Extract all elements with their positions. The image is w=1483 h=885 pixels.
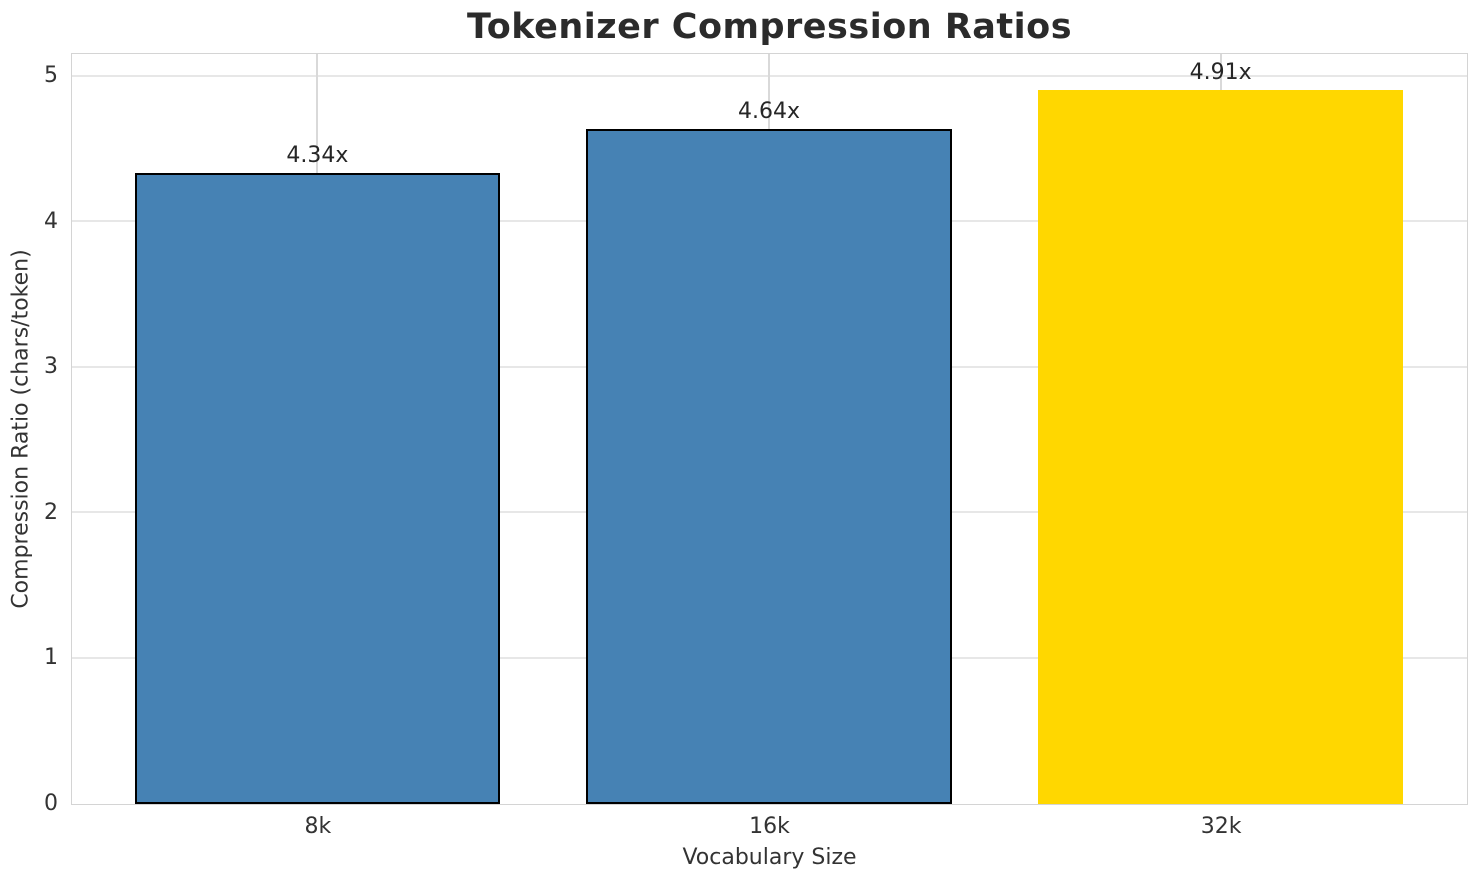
y-tick-label: 3 [44,354,58,380]
x-tick-label-16k: 16k [749,814,790,839]
y-tick-label: 1 [44,645,58,671]
y-tick-label: 5 [44,63,58,89]
bar-8k [134,172,500,804]
bar-value-label: 4.64x [737,99,800,125]
y-tick-label: 2 [44,499,58,525]
chart-title: Tokenizer Compression Ratios [466,7,1073,47]
plot-area: 4.34x 4.64x 4.91x [71,53,1468,805]
bar-32k [1038,89,1404,804]
bar-value-label: 4.91x [1189,59,1252,85]
y-axis-label: Compression Ratio (chars/token) [8,249,34,609]
bar-value-label: 4.34x [286,142,349,168]
bar-16k [586,129,952,804]
x-tick-label-32k: 32k [1200,814,1242,839]
y-tick-label: 4 [44,208,58,234]
y-tick-label: 0 [44,790,58,816]
x-axis-label: Vocabulary Size [682,845,857,870]
x-tick-label-8k: 8k [304,814,332,839]
